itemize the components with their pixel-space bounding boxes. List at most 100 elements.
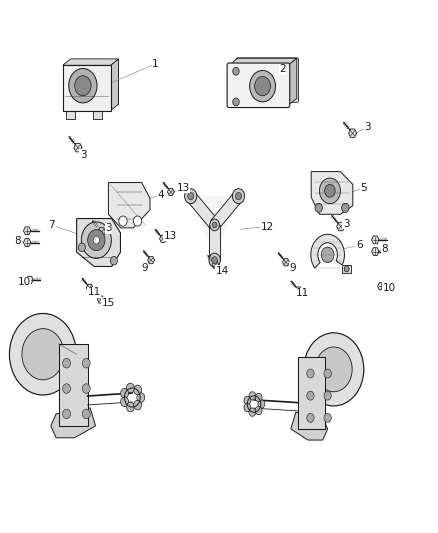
Text: 3: 3 [80, 150, 87, 159]
Circle shape [255, 406, 262, 415]
Circle shape [119, 216, 127, 226]
Circle shape [75, 76, 91, 95]
Circle shape [133, 216, 142, 226]
Circle shape [307, 414, 314, 422]
Polygon shape [229, 58, 297, 65]
Circle shape [82, 384, 90, 393]
Circle shape [344, 266, 349, 272]
Circle shape [78, 243, 85, 252]
FancyBboxPatch shape [59, 344, 88, 426]
Polygon shape [167, 188, 174, 196]
Circle shape [244, 396, 251, 405]
Polygon shape [26, 276, 33, 284]
Polygon shape [378, 282, 385, 290]
Circle shape [110, 256, 117, 265]
Circle shape [134, 400, 141, 410]
Text: 8: 8 [14, 236, 21, 246]
Polygon shape [212, 261, 219, 269]
Circle shape [258, 400, 265, 408]
Circle shape [249, 408, 256, 416]
Text: 8: 8 [381, 245, 388, 254]
Circle shape [81, 222, 111, 259]
Circle shape [63, 358, 71, 368]
Circle shape [82, 409, 90, 419]
Circle shape [134, 385, 141, 395]
Polygon shape [288, 58, 297, 106]
Circle shape [212, 257, 217, 263]
Polygon shape [283, 259, 290, 266]
Circle shape [315, 347, 352, 392]
Text: 3: 3 [105, 223, 112, 233]
Polygon shape [24, 239, 31, 246]
Circle shape [93, 236, 99, 244]
Text: 13: 13 [177, 183, 190, 192]
Circle shape [88, 230, 105, 251]
Polygon shape [187, 191, 218, 230]
Polygon shape [86, 284, 93, 292]
Polygon shape [349, 129, 357, 138]
Circle shape [250, 70, 276, 102]
Circle shape [127, 383, 134, 393]
Circle shape [209, 253, 220, 267]
Circle shape [304, 333, 364, 406]
Polygon shape [71, 59, 118, 104]
Polygon shape [98, 228, 106, 236]
Circle shape [127, 402, 134, 412]
Circle shape [307, 391, 314, 400]
Circle shape [63, 409, 71, 419]
Circle shape [187, 192, 194, 200]
FancyBboxPatch shape [236, 58, 299, 102]
Polygon shape [211, 191, 242, 230]
Text: 13: 13 [163, 231, 177, 240]
Circle shape [249, 392, 256, 400]
Circle shape [244, 403, 251, 412]
FancyBboxPatch shape [93, 110, 102, 119]
Text: 3: 3 [364, 122, 371, 132]
Circle shape [233, 67, 239, 75]
Circle shape [10, 313, 76, 395]
Circle shape [255, 393, 262, 402]
Polygon shape [63, 59, 118, 66]
Circle shape [307, 369, 314, 378]
Text: 11: 11 [88, 287, 101, 297]
Polygon shape [342, 265, 352, 273]
Polygon shape [311, 235, 344, 268]
Polygon shape [97, 296, 104, 303]
Circle shape [137, 393, 145, 402]
Circle shape [210, 219, 219, 231]
Text: 14: 14 [216, 266, 229, 276]
Circle shape [254, 77, 270, 96]
Circle shape [22, 329, 64, 380]
Circle shape [120, 389, 128, 398]
Text: 6: 6 [356, 240, 363, 250]
Circle shape [324, 414, 331, 422]
Polygon shape [291, 413, 328, 440]
Polygon shape [74, 143, 82, 152]
Text: 15: 15 [102, 298, 115, 308]
Text: 5: 5 [360, 183, 367, 192]
Polygon shape [148, 256, 155, 264]
Text: 12: 12 [261, 222, 274, 231]
Polygon shape [209, 225, 220, 260]
Circle shape [120, 397, 128, 407]
Circle shape [82, 358, 90, 368]
Polygon shape [77, 219, 120, 266]
Circle shape [342, 203, 349, 213]
Text: 2: 2 [279, 64, 286, 74]
Polygon shape [372, 236, 379, 244]
FancyBboxPatch shape [298, 357, 325, 429]
Circle shape [184, 189, 197, 204]
FancyBboxPatch shape [66, 110, 75, 119]
Text: 7: 7 [48, 220, 55, 230]
Polygon shape [295, 287, 302, 294]
Polygon shape [109, 182, 150, 228]
Text: 1: 1 [152, 59, 159, 69]
Polygon shape [159, 235, 166, 243]
Polygon shape [24, 227, 31, 235]
Text: 11: 11 [296, 288, 309, 298]
Circle shape [233, 189, 245, 204]
Circle shape [212, 222, 217, 228]
Circle shape [324, 369, 331, 378]
Circle shape [69, 68, 97, 103]
Polygon shape [372, 248, 379, 255]
